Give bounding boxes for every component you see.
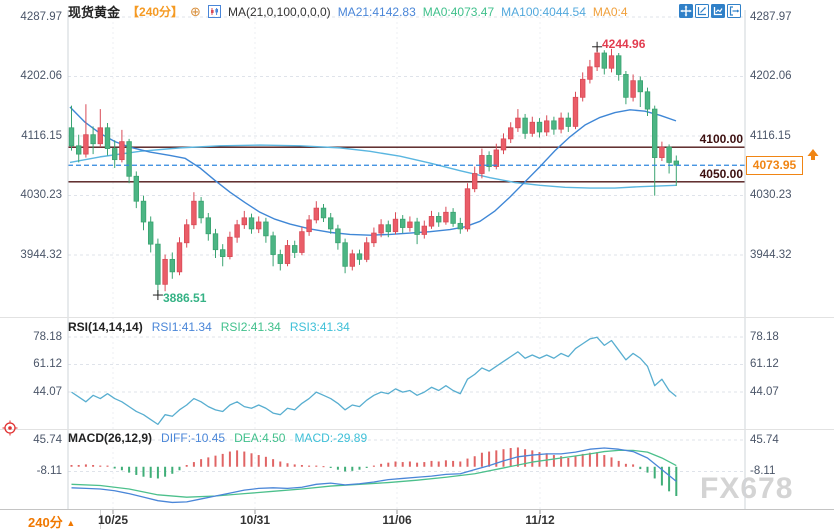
ma0-value: MA0:4073.47 (422, 4, 495, 19)
high-annotation: 4244.96 (602, 37, 646, 51)
macd-value: MACD:-29.89 (294, 431, 368, 445)
axis-label: 45.74 (750, 434, 779, 446)
axis-label: 4202.06 (20, 70, 62, 82)
price-up-arrow-icon (804, 148, 822, 167)
hotspot-target-icon[interactable] (2, 420, 18, 441)
period-arrow-icon: ▲ (66, 518, 76, 528)
resistance-level-label: 4100.00 (699, 132, 743, 146)
date-label: 10/25 (97, 513, 129, 527)
chart-panel-icon[interactable] (711, 4, 725, 18)
period-dropdown[interactable]: 240分 ▲ (28, 512, 75, 529)
current-price-badge: 4073.95 (746, 156, 803, 175)
scale-axes-icon[interactable] (695, 4, 709, 18)
macd-title: MACD(26,12,9) (68, 431, 153, 445)
axis-label: 45.74 (33, 434, 62, 446)
chart-header: 现货黄金 【240分】 ⊕ MA(21,0,100,0,0,0) MA21:41… (68, 2, 628, 21)
chart-toolbar (679, 4, 741, 18)
axis-label: 61.12 (33, 358, 62, 370)
ma100-value: MA100:4044.54 (501, 4, 586, 19)
ma0b-value: MA0:4 (592, 4, 628, 19)
period-label: 240分 (28, 515, 63, 529)
add-indicator-icon[interactable]: ⊕ (190, 3, 201, 19)
rsi3-value: RSI3:41.34 (289, 320, 350, 334)
axis-label: 4287.97 (750, 11, 792, 23)
timebar-separator (100, 510, 101, 529)
date-label: 11/06 (382, 513, 412, 527)
macd-header: MACD(26,12,9) DIFF:-10.45 DEA:4.50 MACD:… (68, 431, 367, 445)
date-label: 11/12 (525, 513, 555, 527)
axis-label: 4116.15 (21, 130, 62, 142)
axis-label: -8.11 (36, 465, 62, 477)
axis-label: 44.07 (33, 386, 62, 398)
dea-value: DEA:4.50 (234, 431, 286, 445)
axis-label: 4287.97 (20, 11, 62, 23)
ma21-value: MA21:4142.83 (337, 4, 416, 19)
axis-label: -8.11 (750, 465, 776, 477)
kline-settings-icon[interactable] (207, 5, 221, 18)
rsi1-value: RSI1:41.34 (151, 320, 212, 334)
low-annotation: 3886.51 (163, 291, 207, 305)
exit-chart-icon[interactable] (727, 4, 741, 18)
axis-label: 78.18 (33, 331, 62, 343)
axis-label: 4030.23 (750, 189, 792, 201)
symbol-name: 现货黄金 (68, 5, 121, 20)
diff-value: DIFF:-10.45 (161, 431, 226, 445)
ma-settings-label: MA(21,0,100,0,0,0) (227, 4, 331, 19)
axis-label: 78.18 (750, 331, 779, 343)
axis-label: 4116.15 (750, 130, 791, 142)
axis-label: 3944.32 (20, 249, 62, 261)
axis-label: 61.12 (750, 358, 779, 370)
pan-icon[interactable] (679, 4, 693, 18)
axis-label: 4202.06 (750, 70, 792, 82)
rsi2-value: RSI2:41.34 (220, 320, 281, 334)
rsi-title: RSI(14,14,14) (68, 320, 143, 334)
date-label: 10/31 (239, 513, 271, 527)
axis-label: 4030.23 (20, 189, 62, 201)
watermark: FX678 (700, 472, 794, 505)
period-badge[interactable]: 【240分】 (127, 5, 184, 19)
axis-label: 44.07 (750, 386, 779, 398)
support-level-label: 4050.00 (699, 167, 743, 181)
axis-label: 3944.32 (750, 249, 792, 261)
rsi-header: RSI(14,14,14) RSI1:41.34 RSI2:41.34 RSI3… (68, 320, 350, 334)
